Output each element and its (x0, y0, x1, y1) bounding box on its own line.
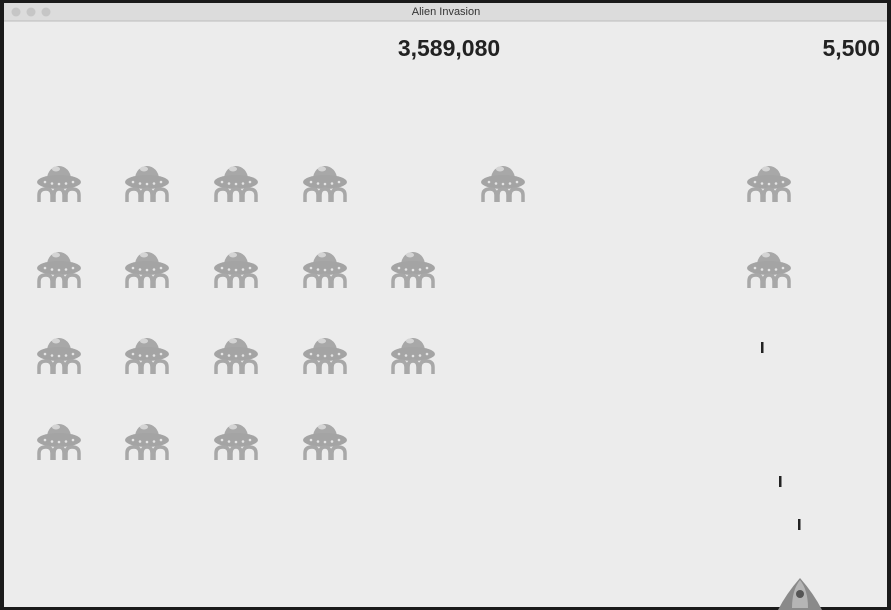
close-button[interactable] (12, 8, 21, 17)
zoom-button[interactable] (42, 8, 51, 17)
page: Alien Invasion 3,589,080 5,500 (() => { … (0, 0, 891, 610)
bullet (779, 476, 782, 487)
window-title: Alien Invasion (412, 6, 481, 18)
minimize-button[interactable] (27, 8, 36, 17)
score: 5,500 (822, 35, 880, 61)
bullet (798, 519, 801, 530)
game-background (4, 3, 887, 607)
high-score: 3,589,080 (398, 35, 500, 61)
game-window: Alien Invasion 3,589,080 5,500 (0, 0, 891, 610)
bullet (761, 342, 764, 353)
